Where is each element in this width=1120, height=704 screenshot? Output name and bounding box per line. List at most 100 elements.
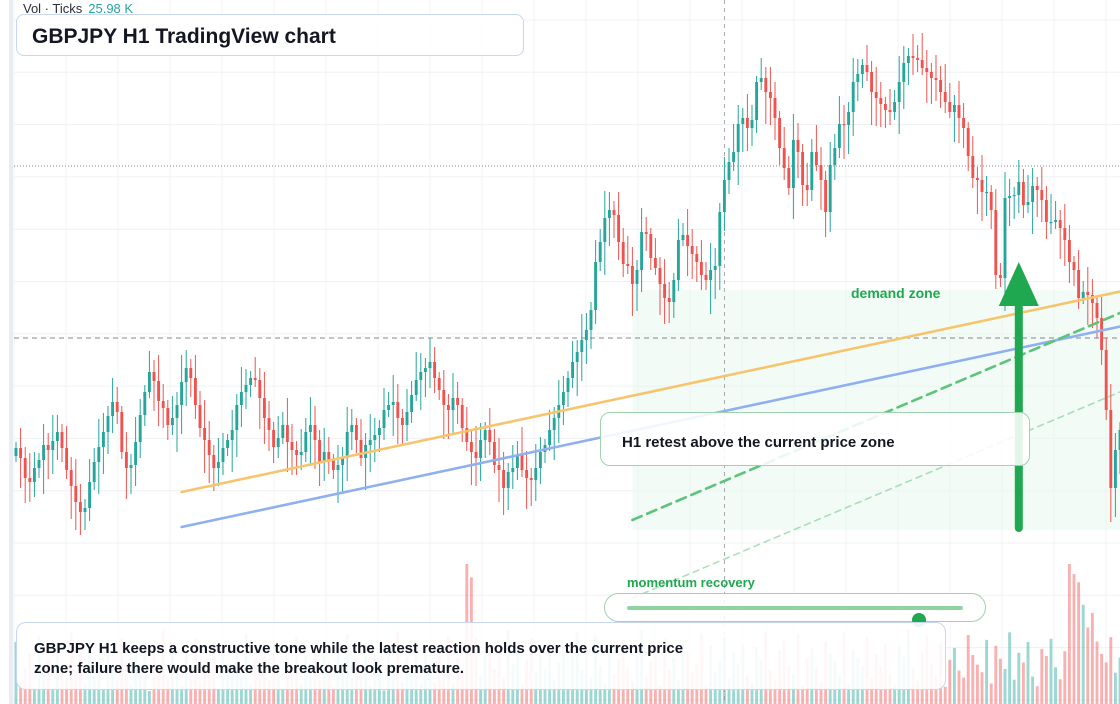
candle-body <box>594 262 598 310</box>
momentum-slider-track[interactable] <box>627 606 963 627</box>
candle-body <box>722 180 726 212</box>
candle-body <box>962 118 966 128</box>
candle-body <box>511 468 515 472</box>
candle-body <box>327 452 331 460</box>
candle-body <box>741 118 745 124</box>
candle-body <box>676 240 680 280</box>
candle-body <box>1008 196 1012 198</box>
candle-body <box>709 270 713 280</box>
volume-bar <box>847 684 851 704</box>
candle-body <box>189 368 193 378</box>
candle-body <box>492 442 496 465</box>
momentum-slider[interactable] <box>604 593 986 627</box>
candle-body <box>635 270 639 284</box>
candle-body <box>819 165 823 180</box>
volume-bar <box>19 681 23 704</box>
candle-body <box>28 478 32 482</box>
candle-body <box>690 246 694 254</box>
candle-body <box>299 452 303 455</box>
candle-body <box>897 82 901 102</box>
volume-bar <box>1054 667 1058 704</box>
candle-body <box>874 92 878 98</box>
volume-bar <box>980 672 984 704</box>
candle-body <box>382 410 386 428</box>
volume-bar <box>1081 604 1085 704</box>
volume-legend-value: 25.98 K <box>88 1 134 16</box>
candle-body <box>433 362 437 378</box>
candle-body <box>106 416 110 432</box>
trendline-orange <box>180 290 1120 494</box>
volume-bar <box>948 659 952 704</box>
candle-body <box>736 124 740 152</box>
candle-body <box>916 58 920 60</box>
candle-body <box>391 402 395 405</box>
volume-bar <box>819 681 823 704</box>
candle-body <box>612 210 616 215</box>
demand-zone-label: demand zone <box>851 285 941 301</box>
volume-bar <box>331 686 335 704</box>
candle-body <box>74 486 78 502</box>
candle-body <box>561 392 565 405</box>
volume-bar <box>419 683 423 704</box>
volume-bar <box>350 678 354 704</box>
candle-body <box>782 148 786 168</box>
candle-body <box>446 405 450 410</box>
candle-body <box>617 215 621 242</box>
candle-body <box>120 412 124 452</box>
candle-body <box>23 458 27 478</box>
candle-body <box>828 165 832 212</box>
volume-legend-label: Vol · Ticks <box>23 1 83 16</box>
candle-body <box>713 266 717 270</box>
candle-body <box>975 178 979 180</box>
candle-body <box>253 378 257 380</box>
candle-body <box>653 258 657 268</box>
volume-bar <box>962 677 966 704</box>
candle-body <box>814 152 818 165</box>
volume-bar <box>32 687 36 704</box>
candle-body <box>943 92 947 102</box>
candle-body <box>419 372 423 380</box>
candle-body <box>515 455 519 468</box>
volume-bar <box>1003 668 1007 704</box>
chart-left-edge <box>9 0 13 704</box>
candle-body <box>193 378 197 405</box>
candle-body <box>497 465 501 470</box>
trendline-green-dashed-faint <box>631 391 1120 599</box>
candle-body <box>718 212 722 266</box>
candle-body <box>377 428 381 435</box>
volume-bar <box>115 680 119 704</box>
candle-body <box>1086 292 1090 295</box>
candle-body <box>598 242 602 262</box>
candle-body <box>285 425 289 442</box>
candle-body <box>732 152 736 162</box>
candle-body <box>152 372 156 381</box>
volume-bar <box>281 689 285 704</box>
candle-body <box>626 264 630 266</box>
volume-bar <box>180 686 184 704</box>
candle-body <box>359 440 363 458</box>
candle-body <box>88 482 92 508</box>
volume-bar <box>267 680 271 704</box>
candle-body <box>147 372 151 392</box>
volume-bar <box>1035 686 1039 704</box>
volume-bar <box>975 664 979 704</box>
candle-body <box>966 128 970 156</box>
volume-bar <box>400 681 404 704</box>
candle-body <box>354 425 358 440</box>
candle-body <box>111 402 115 416</box>
volume-bar <box>1109 637 1113 704</box>
candle-body <box>621 242 625 264</box>
volume-bar <box>1021 662 1025 704</box>
candle-body <box>925 68 929 72</box>
volume-bar <box>589 677 593 704</box>
candle-body <box>216 462 220 468</box>
volume-bar <box>299 684 303 704</box>
candle-body <box>55 432 59 441</box>
candle-body <box>396 402 400 418</box>
candle-body <box>184 368 188 382</box>
candle-body <box>888 110 892 112</box>
candle-body <box>1104 350 1108 410</box>
candle-body <box>1067 240 1071 262</box>
candle-body <box>221 448 225 462</box>
